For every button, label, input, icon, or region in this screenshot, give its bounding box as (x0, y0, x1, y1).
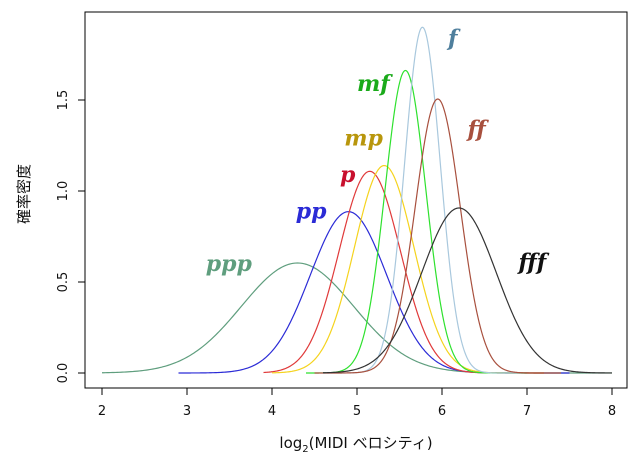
y-tick-label: 1.0 (56, 181, 71, 202)
label-fff: fff (517, 249, 550, 275)
x-tick-label: 6 (438, 404, 446, 419)
x-axis-title-subscript: 2 (302, 444, 308, 455)
y-tick-label: 0.5 (56, 272, 71, 293)
y-axis-title: 確率密度 (15, 164, 33, 224)
x-tick-label: 4 (268, 404, 276, 419)
y-tick-label: 1.5 (56, 90, 71, 111)
label-pp: pp (296, 198, 327, 224)
label-mp: mp (344, 126, 383, 152)
x-tick-label: 5 (353, 404, 361, 419)
curve-pp (178, 211, 570, 374)
label-p: p (340, 162, 356, 188)
curve-f (323, 26, 527, 374)
x-tick-label: 7 (523, 404, 531, 419)
x-axis-title: log2(MIDI ベロシティ) (279, 434, 432, 455)
x-axis: 2 3 4 5 6 7 8 (98, 387, 616, 419)
curve-ppp (101, 262, 612, 374)
label-ff: ff (466, 116, 490, 142)
curve-mf (306, 69, 527, 374)
label-ppp: ppp (206, 251, 253, 277)
curve-fff (322, 207, 612, 374)
x-tick-label: 8 (608, 404, 616, 419)
label-mf: mf (357, 71, 393, 97)
y-axis: 0.0 0.5 1.0 1.5 (56, 90, 86, 384)
y-tick-label: 0.0 (56, 363, 71, 384)
plot-frame (84, 11, 628, 389)
label-f: f (446, 25, 461, 51)
x-tick-label: 2 (98, 404, 106, 419)
x-axis-title-rest: (MIDI ベロシティ) (309, 434, 433, 452)
x-tick-label: 3 (183, 404, 191, 419)
curve-ff (314, 98, 561, 374)
density-curves (101, 26, 612, 374)
